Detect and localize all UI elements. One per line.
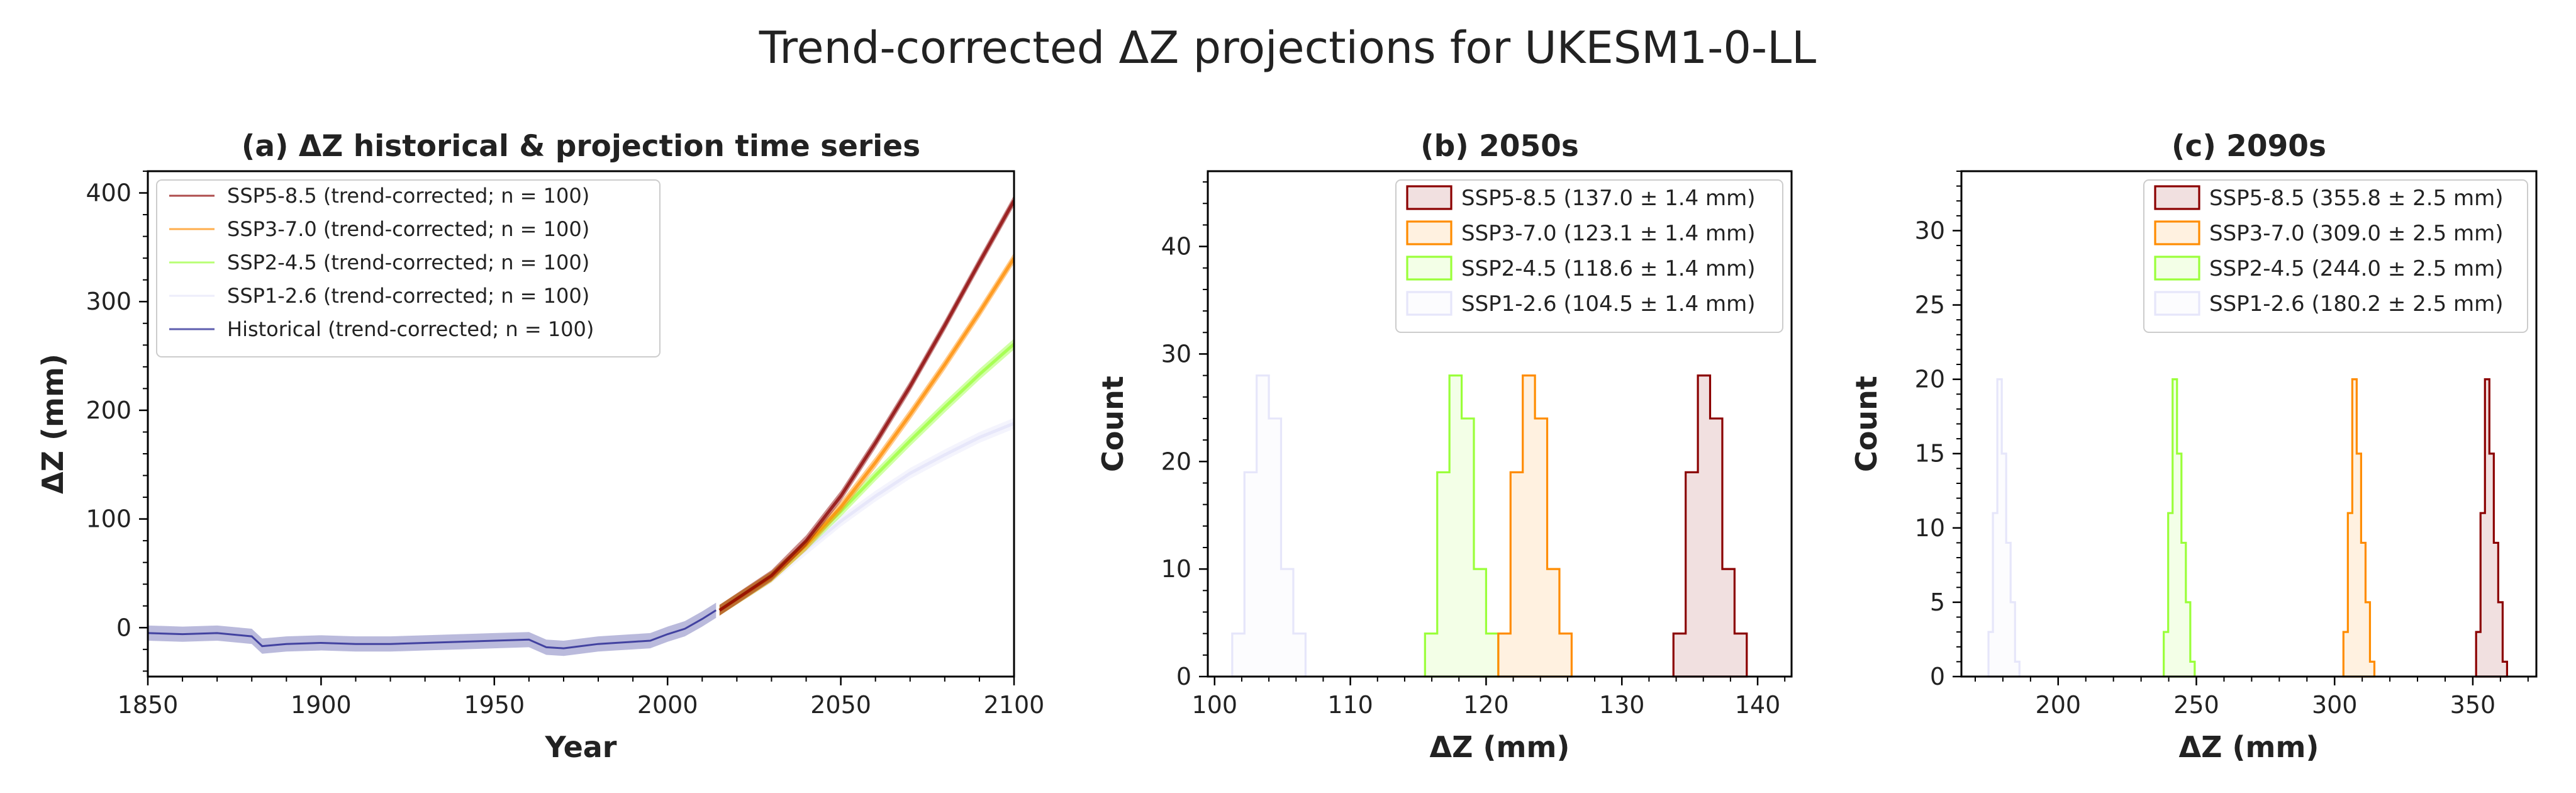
legend-label-ssp245: SSP2-4.5 (244.0 ± 2.5 mm) (2209, 256, 2504, 281)
x-tick-label: 350 (2450, 691, 2496, 719)
x-tick-label: 200 (2036, 691, 2082, 719)
legend-swatch-ssp370 (2154, 220, 2200, 245)
figure-title: Trend-corrected ΔZ projections for UKESM… (759, 22, 1816, 74)
x-tick-label: 1900 (291, 691, 352, 719)
x-tick-label: 110 (1327, 691, 1373, 719)
panel-title: (c) 2090s (2172, 129, 2326, 164)
legend-label-ssp245: SSP2-4.5 (trend-corrected; n = 100) (227, 250, 589, 274)
series-line-ssp585 (718, 200, 1014, 612)
legend-swatch-ssp370 (1406, 220, 1452, 245)
histogram-outline-ssp370 (2342, 378, 2376, 678)
x-tick-label: 2050 (810, 691, 871, 719)
y-axis-label: Count (1849, 376, 1883, 472)
legend-label-ssp126: SSP1-2.6 (trend-corrected; n = 100) (227, 284, 589, 308)
panel-a-timeseries: 1850 1900 1950 2000 2050 2100 0 100 200 300 400 (a)… (36, 129, 1044, 764)
histogram-fill-ssp245 (1425, 375, 1498, 677)
y-tick-label: 400 (86, 179, 131, 207)
y-tick-label: 0 (1176, 663, 1191, 690)
x-tick-label: 300 (2312, 691, 2358, 719)
legend-swatch-ssp585 (2154, 185, 2200, 210)
axes-frame (147, 170, 1015, 678)
x-tick-label: 1950 (464, 691, 525, 719)
legend-swatch-ssp126 (1406, 291, 1452, 316)
series-band-ssp126 (719, 418, 1014, 616)
axes-frame (1960, 170, 2538, 678)
x-axis-label: ΔZ (mm) (2179, 730, 2319, 764)
histogram-outline-ssp126 (1231, 374, 1307, 678)
legend-label-ssp126: SSP1-2.6 (180.2 ± 2.5 mm) (2209, 291, 2504, 317)
x-tick-label: 250 (2173, 691, 2219, 719)
histogram-outline-ssp245 (2163, 378, 2196, 678)
y-axis-label: ΔZ (mm) (36, 354, 70, 494)
panel-title: (b) 2050s (1420, 129, 1579, 164)
y-tick-label: 100 (86, 505, 131, 533)
x-tick-label: 2000 (637, 691, 698, 719)
legend-swatch-ssp245 (2154, 256, 2200, 281)
panel-c-histogram-2090s: 200 250 300 350 0 5 10 15 20 25 30 (c) 2090s ΔZ (mm)… (1849, 129, 2538, 764)
series-band-ssp245 (719, 338, 1014, 616)
axes-frame (1207, 170, 1793, 678)
legend-swatch-ssp245 (1406, 256, 1452, 281)
y-tick-label: 0 (1930, 663, 1945, 690)
y-tick-label: 15 (1915, 440, 1945, 468)
legend-label-ssp585: SSP5-8.5 (trend-corrected; n = 100) (227, 184, 589, 208)
y-tick-label: 30 (1915, 217, 1945, 244)
x-tick-label: 1850 (118, 691, 179, 719)
y-tick-label: 200 (86, 396, 131, 424)
histogram-fill-ssp585 (1673, 375, 1747, 677)
y-tick-label: 5 (1930, 588, 1945, 616)
y-tick-label: 25 (1915, 291, 1945, 319)
x-tick-label: 2100 (984, 691, 1045, 719)
legend-label-ssp585: SSP5-8.5 (355.8 ± 2.5 mm) (2209, 186, 2504, 211)
y-tick-label: 10 (1915, 514, 1945, 542)
series-line-historical (148, 609, 717, 650)
legend-box (1395, 179, 1783, 333)
series-band-ssp370 (719, 252, 1014, 616)
histogram-outline-ssp370 (1497, 374, 1573, 678)
x-tick-label: 140 (1735, 691, 1781, 719)
x-tick-label: 100 (1192, 691, 1238, 719)
legend-swatch-ssp126 (2154, 291, 2200, 316)
legend-swatch-ssp585 (1406, 185, 1452, 210)
y-tick-label: 20 (1915, 366, 1945, 393)
y-tick-label: 40 (1161, 233, 1191, 261)
x-tick-label: 120 (1463, 691, 1509, 719)
histogram-outline-ssp126 (1987, 378, 2021, 678)
legend-label-ssp245: SSP2-4.5 (118.6 ± 1.4 mm) (1461, 256, 1756, 281)
series-band-ssp585 (719, 194, 1014, 616)
series-line-ssp370 (718, 257, 1014, 612)
y-tick-label: 10 (1161, 555, 1191, 583)
histogram-outline-ssp585 (1672, 374, 1748, 678)
legend-label-ssp370: SSP3-7.0 (trend-corrected; n = 100) (227, 217, 589, 241)
legend-label-ssp585: SSP5-8.5 (137.0 ± 1.4 mm) (1461, 186, 1756, 211)
series-line-ssp126 (718, 422, 1014, 612)
y-tick-label: 300 (86, 288, 131, 315)
y-tick-label: 0 (116, 614, 131, 641)
x-axis-label: Year (544, 730, 616, 764)
legend-box (2143, 179, 2528, 333)
x-tick-label: 130 (1599, 691, 1645, 719)
y-tick-label: 20 (1161, 447, 1191, 475)
series-band-historical (148, 602, 716, 656)
legend-label-historical: Historical (trend-corrected; n = 100) (227, 317, 594, 341)
legend-label-ssp126: SSP1-2.6 (104.5 ± 1.4 mm) (1461, 291, 1756, 317)
y-tick-label: 30 (1161, 340, 1191, 368)
histogram-fill-ssp126 (1232, 375, 1306, 677)
histogram-outline-ssp585 (2475, 378, 2509, 678)
x-axis-label: ΔZ (mm) (1430, 730, 1570, 764)
plot-area (148, 194, 1014, 656)
panel-b-histogram-2050s: 100 110 120 130 140 0 10 20 30 40 (b) 2050s ΔZ (mm)… (1096, 129, 1793, 764)
histogram-outline-ssp245 (1424, 374, 1500, 678)
histogram-fill-ssp370 (1498, 375, 1572, 677)
y-axis-label: Count (1096, 376, 1130, 472)
legend-label-ssp370: SSP3-7.0 (123.1 ± 1.4 mm) (1461, 221, 1756, 246)
panel-title: (a) ΔZ historical & projection time seri… (242, 129, 920, 164)
legend-box (156, 179, 661, 357)
legend-label-ssp370: SSP3-7.0 (309.0 ± 2.5 mm) (2209, 221, 2504, 246)
